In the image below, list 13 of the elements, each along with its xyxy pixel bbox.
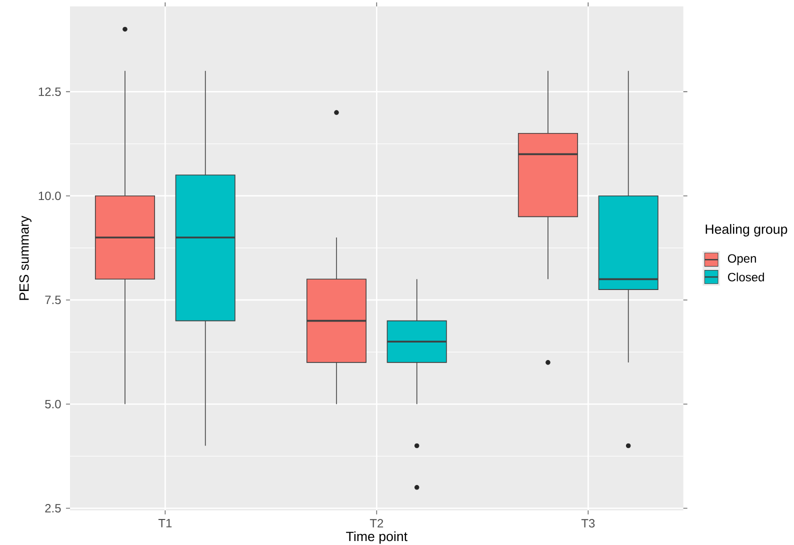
y-axis-title: PES summary: [19, 216, 32, 300]
y-tick-label: 10.0: [38, 192, 61, 200]
legend-title: Healing group: [706, 224, 788, 237]
y-tick-label: 5.0: [45, 400, 61, 408]
x-tick-label: T2: [370, 519, 384, 528]
y-tick-label: 12.5: [38, 87, 61, 96]
x-axis-title: Time point: [346, 531, 408, 544]
y-tick-label: 2.5: [45, 504, 61, 512]
x-tick-label: T1: [158, 519, 172, 528]
y-tick-label: 7.5: [45, 296, 61, 304]
legend-label: Open: [728, 254, 756, 266]
legend-label: Closed: [728, 272, 764, 282]
x-tick-label: T3: [581, 519, 595, 528]
